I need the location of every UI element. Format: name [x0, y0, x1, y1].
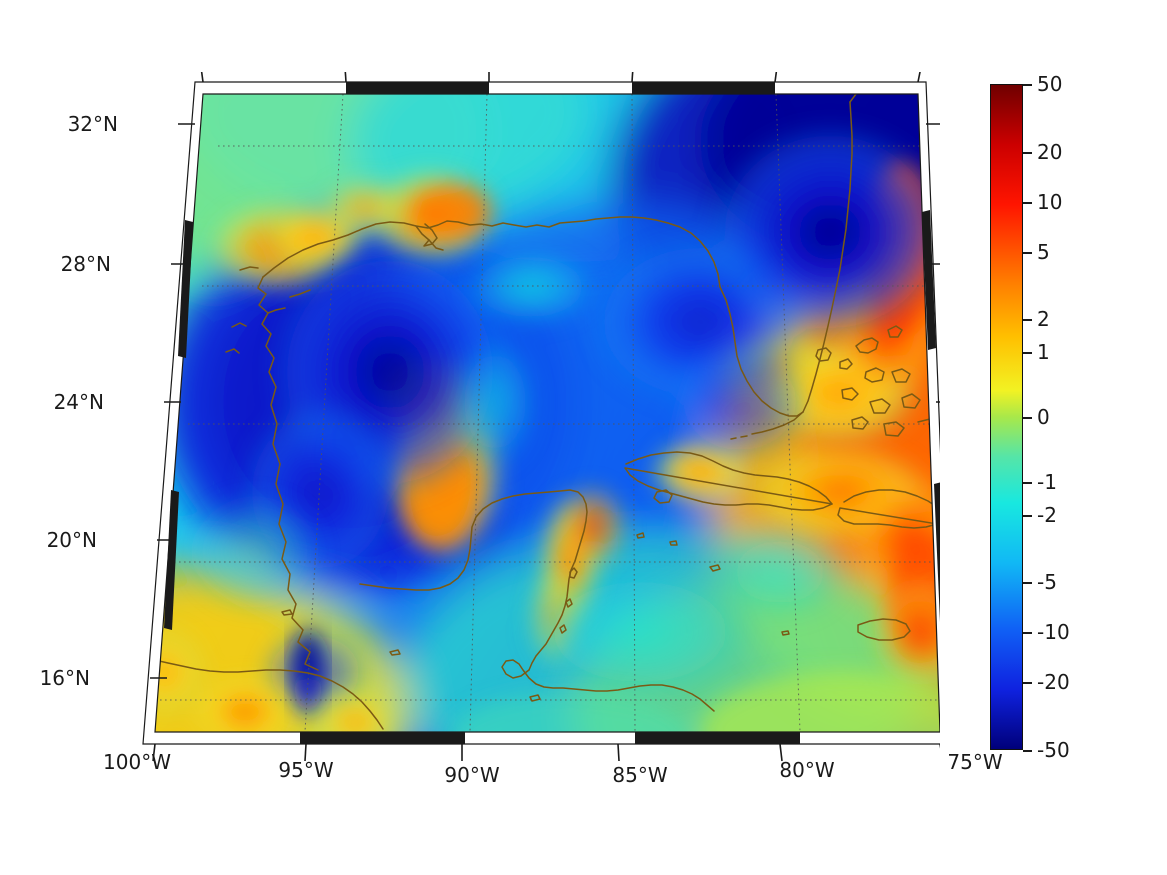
- cblabel-m5: -5: [1037, 570, 1057, 594]
- lat-label-20n: 20°N: [46, 528, 97, 552]
- lon-label-95w: 95°W: [278, 758, 334, 782]
- map-plot-area: [140, 72, 940, 762]
- lat-label-32n: 32°N: [67, 112, 118, 136]
- cbtick-5: [1023, 252, 1032, 254]
- cblabel-1: 1: [1037, 340, 1050, 364]
- cbtick-20: [1023, 152, 1032, 154]
- cbtick-m20: [1023, 682, 1032, 684]
- lon-label-80w: 80°W: [779, 758, 835, 782]
- lon-label-75w: 75°W: [947, 750, 1003, 774]
- cbtick-m1: [1023, 482, 1032, 484]
- cbtick-m2: [1023, 515, 1032, 517]
- lat-label-16n: 16°N: [39, 666, 90, 690]
- cblabel-m1: -1: [1037, 470, 1057, 494]
- cblabel-10: 10: [1037, 190, 1063, 214]
- colorbar-ticks: 50 20 10 5 2 1 0 -1 -2 -5 -10 -20 -50: [990, 74, 1140, 760]
- lat-label-24n: 24°N: [53, 390, 104, 414]
- lat-label-28n: 28°N: [60, 252, 111, 276]
- cblabel-50: 50: [1037, 72, 1063, 96]
- cblabel-m2: -2: [1037, 503, 1057, 527]
- cbtick-2: [1023, 319, 1032, 321]
- lon-label-90w: 90°W: [444, 763, 500, 787]
- cbtick-0: [1023, 417, 1032, 419]
- cblabel-20: 20: [1037, 140, 1063, 164]
- graticule: [160, 94, 940, 732]
- cbtick-m5: [1023, 582, 1032, 584]
- cbtick-m50: [1023, 750, 1032, 752]
- cblabel-0: 0: [1037, 405, 1050, 429]
- cblabel-m10: -10: [1037, 620, 1070, 644]
- scalar-field-heatmap: [155, 94, 940, 732]
- map-frame: [142, 72, 940, 762]
- cblabel-5: 5: [1037, 240, 1050, 264]
- cbtick-m10: [1023, 632, 1032, 634]
- cblabel-m50: -50: [1037, 738, 1070, 762]
- cbtick-50: [1023, 84, 1032, 86]
- cbtick-1: [1023, 352, 1032, 354]
- cblabel-2: 2: [1037, 307, 1050, 331]
- lon-label-85w: 85°W: [612, 763, 668, 787]
- latitude-ticks: [150, 123, 195, 679]
- cblabel-m20: -20: [1037, 670, 1070, 694]
- colorbar: [990, 84, 1023, 750]
- map-canvas: [142, 72, 940, 762]
- lon-label-100w: 100°W: [103, 750, 171, 774]
- cbtick-10: [1023, 202, 1032, 204]
- coastline-layer: [155, 94, 939, 730]
- longitude-ticks: [152, 743, 940, 762]
